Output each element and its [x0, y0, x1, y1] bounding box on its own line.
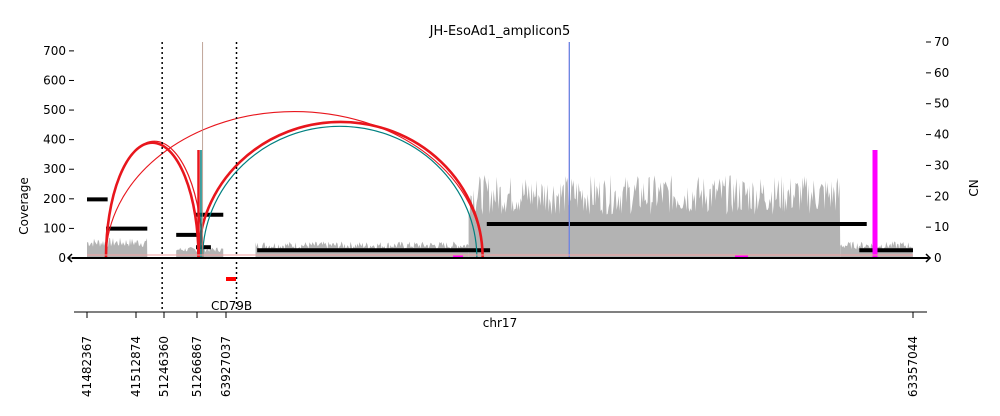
coverage-area-0 — [87, 237, 148, 258]
breakpoint-arc — [197, 120, 484, 259]
x-axis-label: chr17 — [483, 316, 517, 330]
y-left-tick-label: 200 — [43, 192, 66, 206]
y-right-tick-label: 70 — [934, 35, 949, 49]
y-left-tick-label: 500 — [43, 103, 66, 117]
x-tick-label: 41512874 — [129, 336, 143, 397]
x-tick-label: 41482367 — [80, 336, 94, 397]
y-left-tick-label: 400 — [43, 133, 66, 147]
x-tick-label: 51246360 — [157, 336, 171, 397]
y-right-tick-label: 30 — [934, 158, 949, 172]
y-axis-right-label: CN — [967, 179, 981, 196]
coverage-area-3 — [468, 174, 841, 258]
axis-arrow-left — [66, 253, 73, 263]
y-right-tick-label: 10 — [934, 220, 949, 234]
chart-title: JH-EsoAd1_amplicon5 — [429, 24, 571, 39]
y-right-tick-label: 60 — [934, 66, 949, 80]
y-left-tick-label: 300 — [43, 162, 66, 176]
x-tick-label: 63357044 — [906, 336, 920, 397]
x-tick-label: 63927037 — [219, 336, 233, 397]
marks-layer — [87, 42, 913, 312]
y-axis-left-label: Coverage — [17, 177, 31, 235]
breakpoint-arcs-layer — [104, 110, 484, 259]
vertical-lines-layer — [197, 42, 878, 258]
y-left-tick-label: 600 — [43, 73, 66, 87]
x-tick-label: 51266867 — [190, 336, 204, 397]
y-right-tick-label: 40 — [934, 128, 949, 142]
gene-label: CD79B — [211, 299, 252, 313]
breakpoint-arc — [105, 110, 484, 259]
y-left-tick-label: 700 — [43, 44, 66, 58]
axes-layer: 0 100 200 300 400 500 600 700 0 10 20 30 40 50 60 70 414… — [43, 35, 949, 397]
y-left-tick-label: 0 — [58, 251, 66, 265]
breakpoint-arc — [202, 125, 478, 259]
y-left-tick-label: 100 — [43, 221, 66, 235]
y-right-tick-label: 20 — [934, 189, 949, 203]
y-right-tick-label: 0 — [934, 251, 942, 265]
y-right-tick-label: 50 — [934, 97, 949, 111]
